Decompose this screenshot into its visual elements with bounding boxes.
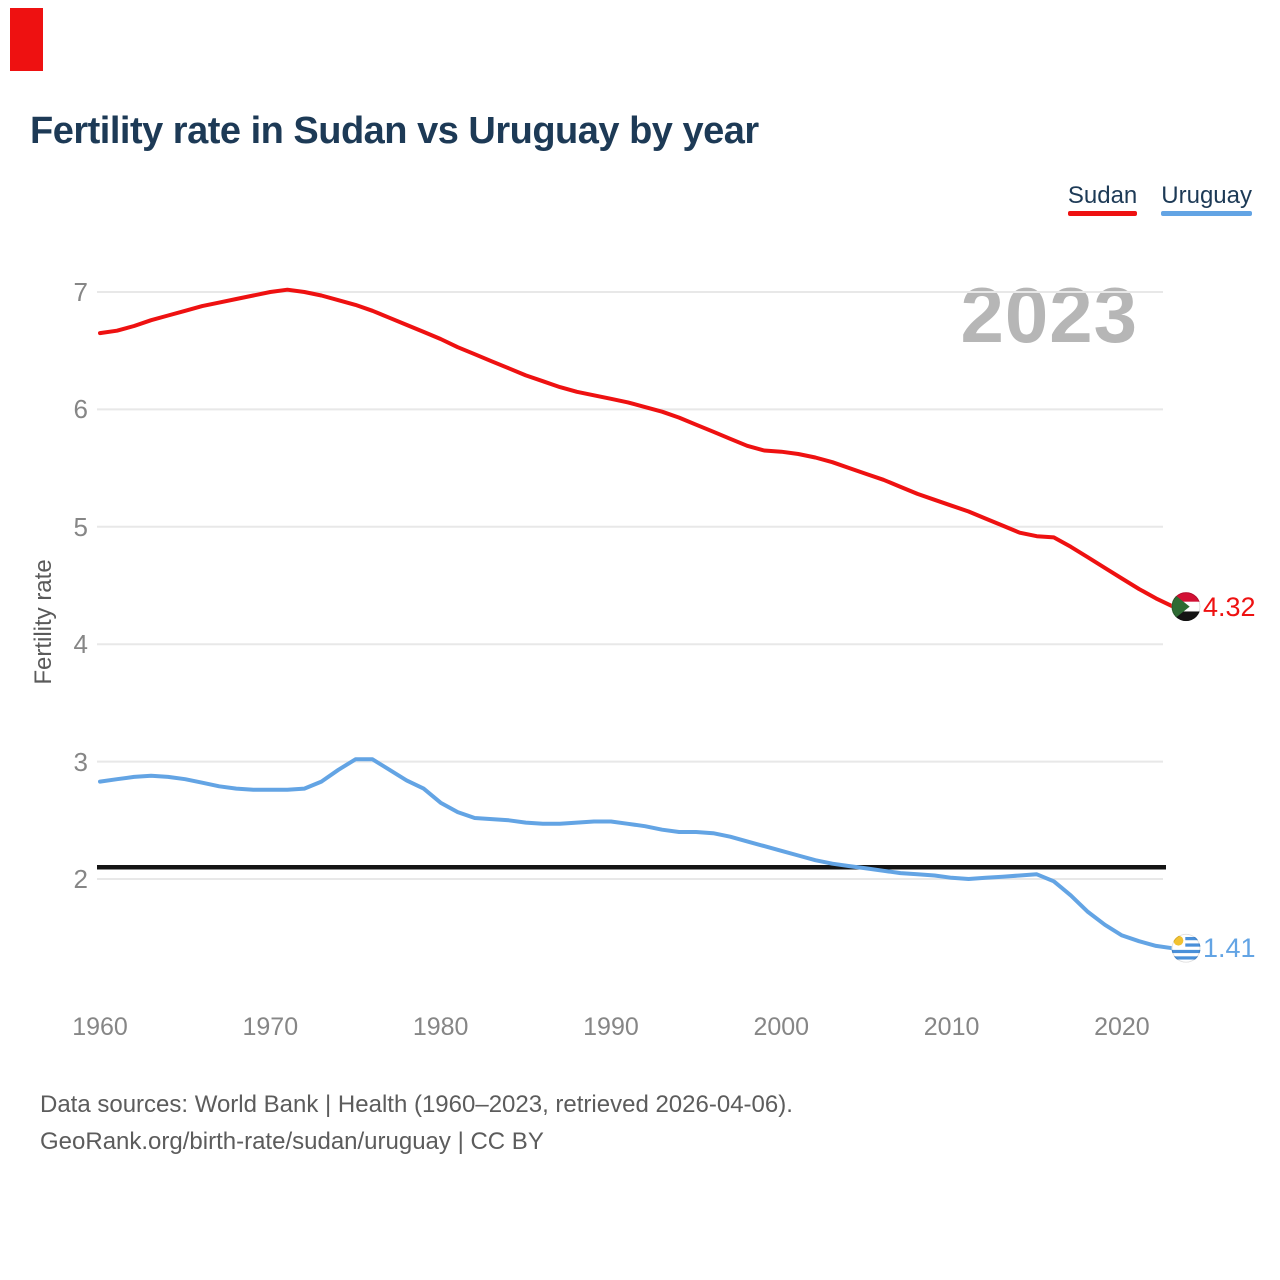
sudan-line[interactable] [98, 287, 1175, 609]
chart-plot [97, 287, 1201, 963]
y-tick-5: 5 [73, 511, 88, 542]
uruguay-line[interactable] [98, 757, 1175, 951]
x-tick-2010: 2010 [923, 1013, 980, 1041]
sudan-end-value: 4.32 [1203, 591, 1256, 622]
watermark-year: 2023 [960, 271, 1138, 359]
footer: Data sources: World Bank | Health (1960–… [40, 1086, 793, 1160]
corner-mark [10, 8, 43, 71]
legend-label-sudan: Sudan [1067, 182, 1138, 209]
x-tick-2020: 2020 [1094, 1013, 1150, 1041]
y-tick-7: 7 [73, 277, 88, 307]
x-tick-2000: 2000 [753, 1013, 810, 1041]
y-axis-title: Fertility rate [30, 559, 57, 685]
legend: Sudan Uruguay [1067, 182, 1252, 216]
legend-underline-uruguay [1161, 211, 1252, 216]
footer-link-line: GeoRank.org/birth-rate/sudan/uruguay | C… [40, 1128, 544, 1155]
x-tick-1960: 1960 [72, 1013, 128, 1041]
sudan-flag-icon [1171, 592, 1201, 622]
legend-label-uruguay: Uruguay [1161, 182, 1252, 209]
x-tick-1980: 1980 [412, 1013, 469, 1041]
y-tick-6: 6 [73, 394, 88, 425]
uruguay-end-value: 1.41 [1203, 933, 1256, 964]
legend-underline-sudan [1067, 211, 1138, 216]
page-title: Fertility rate in Sudan vs Uruguay by ye… [30, 110, 759, 152]
y-tick-4: 4 [73, 629, 88, 660]
uruguay-flag-icon [1171, 933, 1201, 963]
legend-item-uruguay[interactable]: Uruguay [1161, 183, 1252, 216]
x-tick-1990: 1990 [583, 1013, 639, 1041]
y-tick-2: 2 [73, 864, 88, 894]
x-tick-1970: 1970 [242, 1013, 299, 1041]
footer-source-line: Data sources: World Bank | Health (1960–… [40, 1091, 793, 1118]
legend-item-sudan[interactable]: Sudan [1067, 182, 1138, 216]
y-tick-3: 3 [73, 746, 88, 777]
